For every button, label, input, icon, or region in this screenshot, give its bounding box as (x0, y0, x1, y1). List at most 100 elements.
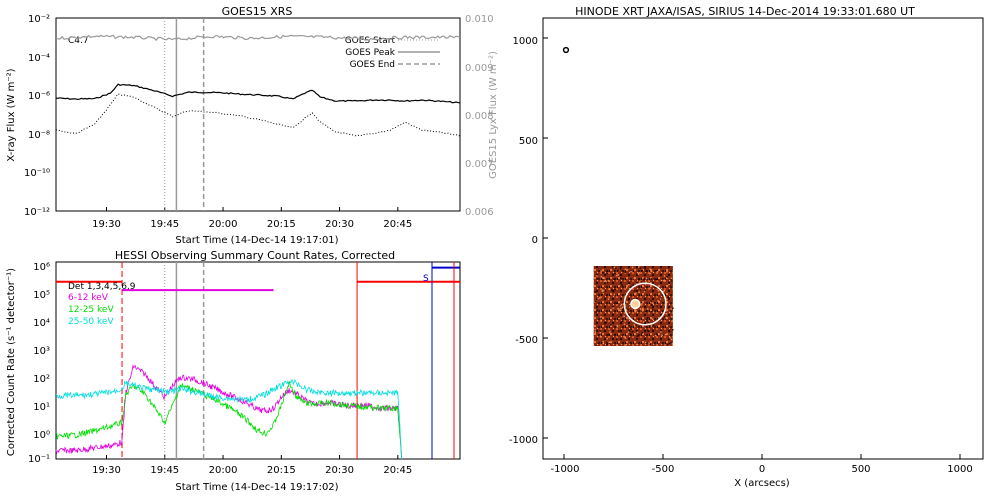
xrt-noise-speck (596, 309, 598, 311)
xrt-noise-speck (668, 283, 670, 286)
xrt-noise-speck (614, 272, 616, 275)
xrt-noise-speck (612, 307, 614, 309)
goes-legend: GOES Start GOES Peak GOES End (345, 36, 440, 70)
xrt-noise-speck (628, 322, 630, 325)
hessi-det-label: Det 1,3,4,5,6,9 (68, 282, 136, 292)
xrt-noise-speck (601, 278, 603, 281)
xrt-noise-speck (644, 267, 646, 270)
xrt-noise-speck (661, 334, 663, 336)
xrt-noise-speck (647, 308, 649, 310)
xrt-noise-speck (636, 335, 639, 337)
goes-y2tick: 0.008 (465, 111, 494, 122)
xrt-noise-speck (601, 290, 604, 293)
xrt-noise-speck (628, 306, 631, 308)
goes-x-axis: 19:30 19:45 20:00 20:15 20:30 20:45 (92, 207, 412, 230)
hessi-xtick: 20:15 (267, 465, 296, 476)
xrt-noise-speck (650, 270, 653, 273)
xrt-noise-speck (596, 275, 598, 277)
hessi-x-axis: 19:30 19:45 20:00 20:15 20:30 20:45 (92, 455, 412, 476)
goes-y2tick: 0.009 (465, 63, 494, 74)
xrt-noise-speck (635, 309, 637, 312)
xrt-noise-speck (642, 307, 644, 310)
xrt-noise-speck (610, 324, 612, 326)
xrt-noise-speck (643, 277, 646, 280)
goes-y2-axis: 0.010 0.009 0.008 0.007 0.006 (465, 14, 494, 218)
xrt-noise-speck (643, 278, 645, 281)
xrt-noise-speck (639, 281, 641, 283)
hinode-ytick: 1000 (513, 36, 538, 47)
xrt-noise-speck (624, 271, 626, 273)
goes-ylabel: X-ray Flux (W m⁻²) (6, 68, 17, 161)
xrt-noise-speck (670, 277, 673, 280)
xrt-noise-speck (602, 342, 604, 345)
hinode-plot-frame (542, 17, 984, 460)
hinode-circle-0 (623, 282, 667, 326)
goes-title: GOES15 XRS (222, 5, 293, 18)
xrt-noise-speck (596, 278, 598, 280)
xrt-noise-speck (621, 310, 624, 313)
xrt-noise-speck (641, 269, 643, 272)
goes-xtick: 19:45 (150, 219, 179, 230)
xrt-noise-speck (620, 309, 622, 312)
xrt-noise-speck (645, 277, 648, 280)
xrt-noise-speck (650, 304, 653, 306)
xrt-noise-speck (630, 328, 632, 330)
xrt-noise-speck (594, 328, 596, 331)
xrt-noise-speck (608, 341, 610, 344)
xrt-noise-speck (664, 334, 667, 336)
hinode-xtick: 500 (851, 464, 870, 475)
xrt-noise-speck (608, 278, 611, 280)
xrt-noise-speck (594, 301, 597, 303)
goes-series-x-ray-long (55, 83, 461, 104)
goes-series-lyx (55, 34, 461, 42)
xrt-noise-speck (652, 311, 655, 313)
hinode-ytick: 0 (532, 235, 538, 246)
xrt-noise-speck (655, 278, 658, 281)
xrt-noise-speck (642, 333, 644, 335)
xrt-noise-speck (671, 316, 673, 318)
xrt-noise-speck (652, 324, 655, 327)
hinode-axes: -1000 -500 0 500 1000 1000 500 0 -500 -1… (509, 36, 973, 475)
goes-xtick: 19:30 (92, 219, 121, 230)
xrt-noise-speck (635, 292, 637, 295)
xrt-noise-speck (597, 297, 599, 300)
goes-plot-frame (55, 17, 461, 212)
xrt-noise-speck (663, 316, 666, 318)
xrt-noise-speck (644, 283, 647, 285)
xrt-noise-speck (654, 334, 657, 337)
xrt-noise-speck (664, 279, 666, 282)
xrt-noise-speck (631, 331, 634, 333)
goes-ytick: 10⁻² (28, 14, 50, 25)
xrt-noise-speck (603, 280, 606, 283)
xrt-noise-speck (623, 323, 626, 325)
xrt-noise-speck (657, 290, 660, 292)
xrt-noise-speck (662, 290, 664, 293)
xrt-noise-speck (651, 310, 653, 313)
hinode-circle-2 (562, 46, 570, 54)
xrt-noise-speck (610, 289, 613, 291)
xrt-noise-speck (668, 343, 670, 346)
xrt-noise-speck (628, 284, 630, 286)
hessi-xtick: 19:30 (92, 465, 121, 476)
xrt-noise-speck (668, 330, 671, 333)
xrt-noise-speck (616, 344, 618, 347)
goes-xlabel: Start Time (14-Dec-14 19:17:01) (175, 235, 338, 246)
xrt-noise-speck (650, 281, 652, 284)
xrt-noise-speck (665, 317, 667, 319)
xrt-noise-speck (619, 268, 622, 270)
xrt-noise-speck (651, 308, 654, 311)
xrt-noise-speck (639, 288, 642, 291)
hessi-ytick: 10⁶ (33, 262, 50, 273)
xrt-noise-speck (655, 287, 658, 289)
xrt-noise-speck (649, 325, 651, 327)
xrt-noise-speck (645, 270, 647, 273)
hessi-xlabel: Start Time (14-Dec-14 19:17:02) (175, 482, 338, 493)
xrt-noise-speck (621, 320, 623, 323)
xrt-noise-speck (670, 308, 672, 310)
xrt-noise-speck (671, 320, 673, 322)
hessi-ytick: 10¹ (33, 402, 50, 413)
xrt-noise-speck (608, 311, 610, 314)
xrt-noise-speck (672, 307, 674, 309)
xrt-noise-speck (642, 321, 645, 323)
xrt-noise-speck (617, 325, 620, 328)
